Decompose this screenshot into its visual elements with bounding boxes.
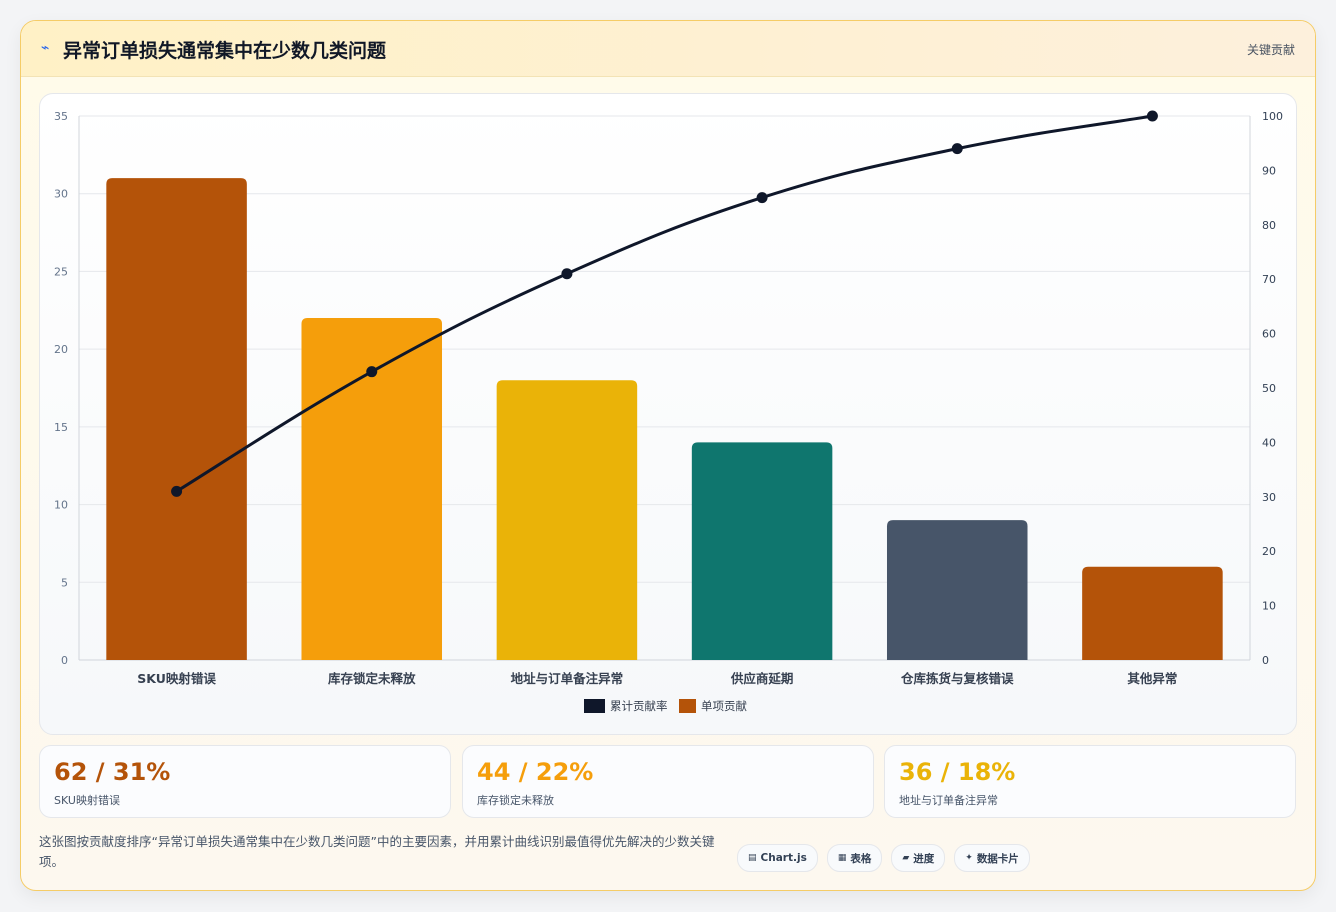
- chip-label: 进度: [913, 852, 935, 865]
- x-tick-label: 仓库拣货与复核错误: [900, 671, 1014, 686]
- stat-value: 44 / 22%: [477, 758, 594, 786]
- cumulative-point-3: [561, 268, 573, 280]
- chip-chartjs[interactable]: ▤ Chart.js: [737, 844, 818, 872]
- cumulative-line: [175, 114, 1153, 493]
- chip-row: ▤ Chart.js ▦ 表格 ▰ 进度 ✦ 数据卡片: [737, 844, 1030, 872]
- lightning-icon: ⌁: [41, 40, 50, 56]
- y-left-tick-label: 10: [54, 499, 68, 512]
- cumulative-point-4: [756, 192, 768, 204]
- stat-label: SKU映射错误: [54, 794, 120, 807]
- chart-description: 这张图按贡献度排序“异常订单损失通常集中在少数几类问题”中的主要因素，并用累计曲…: [39, 834, 715, 869]
- chip-table[interactable]: ▦ 表格: [826, 844, 883, 872]
- y-left-tick-label: 15: [54, 421, 68, 434]
- chip-label: 表格: [850, 852, 872, 865]
- x-tick-label: 其他异常: [1127, 671, 1177, 686]
- y-right-tick-label: 100: [1262, 110, 1283, 123]
- y-right-tick-label: 90: [1262, 164, 1276, 177]
- y-right-tick-label: 60: [1262, 328, 1276, 341]
- chip-progress[interactable]: ▰ 进度: [891, 844, 946, 872]
- bar-5: [886, 520, 1028, 660]
- cumulative-point-5: [951, 143, 963, 155]
- y-right-tick-label: 20: [1262, 545, 1276, 558]
- bar-6: [1082, 566, 1223, 660]
- y-right-tick-label: 30: [1262, 491, 1276, 504]
- y-left-tick-label: 5: [61, 576, 68, 589]
- card-header: ⌁ 异常订单损失通常集中在少数几类问题 关键贡献: [21, 21, 1315, 77]
- legend-swatch: [584, 699, 605, 713]
- y-left-tick-label: 35: [54, 110, 68, 123]
- y-left-tick-label: 25: [54, 265, 68, 278]
- y-left-tick-label: 20: [54, 343, 68, 356]
- x-tick-label: SKU映射错误: [137, 671, 216, 686]
- chip-label: 数据卡片: [976, 852, 1019, 865]
- legend-label: 累计贡献率: [610, 699, 668, 713]
- y-right-tick-label: 70: [1262, 273, 1276, 286]
- stat-card-1: 62 / 31% SKU映射错误: [39, 745, 451, 818]
- stat-card-3: 36 / 18% 地址与订单备注异常: [884, 745, 1296, 818]
- header-tag: 关键贡献: [1246, 43, 1295, 57]
- cumulative-point-2: [366, 366, 378, 378]
- y-right-tick-label: 10: [1262, 600, 1276, 613]
- sparkle-icon: ✦: [965, 853, 973, 863]
- stat-card-2: 44 / 22% 库存锁定未释放: [462, 745, 874, 818]
- x-tick-label: 地址与订单备注异常: [511, 671, 624, 686]
- y-right-tick-label: 40: [1262, 436, 1276, 449]
- x-tick-label: 供应商延期: [730, 671, 794, 686]
- legend-swatch: [679, 699, 696, 713]
- bar-4: [691, 442, 833, 660]
- x-tick-label: 库存锁定未释放: [328, 671, 416, 686]
- table-icon: ▦: [837, 853, 847, 863]
- bar-3: [496, 380, 638, 660]
- y-right-tick-label: 0: [1262, 654, 1269, 667]
- y-left-tick-label: 30: [54, 188, 68, 201]
- chip-data-card[interactable]: ✦ 数据卡片: [954, 844, 1030, 872]
- cumulative-point-6: [1146, 110, 1158, 122]
- pareto-chart: 0 5 10 15 20 25 30 35 0 10 20 30 40 50 60 70 80 90 100 SKU映…: [54, 110, 1283, 713]
- chart-icon: ▤: [748, 853, 757, 863]
- stat-label: 库存锁定未释放: [477, 794, 554, 807]
- bar-2: [301, 318, 443, 660]
- legend-label: 单项贡献: [701, 699, 747, 713]
- y-right-tick-label: 50: [1262, 382, 1276, 395]
- progress-icon: ▰: [902, 853, 910, 863]
- stat-label: 地址与订单备注异常: [899, 794, 998, 807]
- y-right-tick-label: 80: [1262, 219, 1276, 232]
- card-title: 异常订单损失通常集中在少数几类问题: [63, 40, 387, 62]
- y-left-tick-label: 0: [61, 654, 68, 667]
- chip-label: Chart.js: [760, 852, 807, 864]
- cumulative-point-1: [171, 485, 183, 497]
- chart-card: ⌁ 异常订单损失通常集中在少数几类问题 关键贡献 0 5 10 15 20 25 30 35 0…: [20, 20, 1316, 891]
- pareto-chart-panel: 0 5 10 15 20 25 30 35 0 10 20 30 40 50 60 70 80 90 100 SKU映…: [39, 93, 1297, 735]
- stat-value: 62 / 31%: [54, 758, 171, 786]
- bar-1: [106, 178, 247, 660]
- stat-value: 36 / 18%: [899, 758, 1016, 786]
